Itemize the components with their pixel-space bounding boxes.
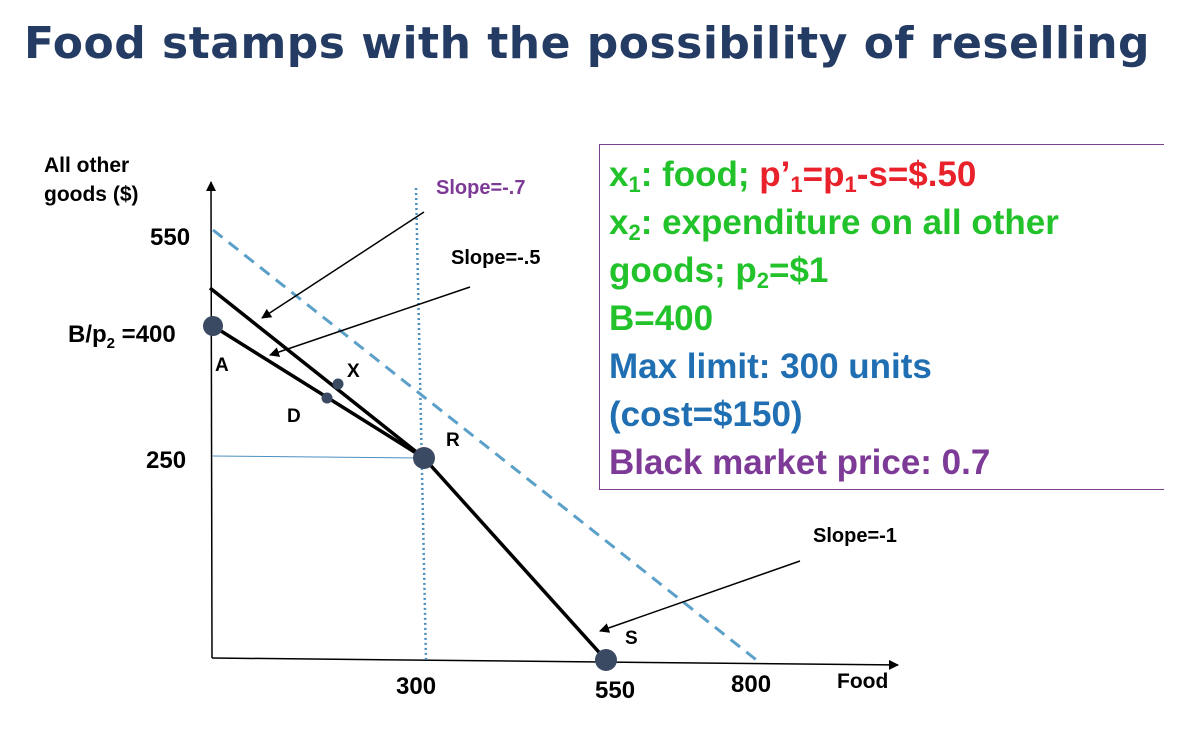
point-label-d: D xyxy=(287,406,301,427)
y-axis-label-line2: goods ($) xyxy=(44,183,139,206)
x-tick-800: 800 xyxy=(731,671,771,698)
y-axis-label-line1: All other xyxy=(44,154,129,177)
point-label-a: A xyxy=(215,355,229,376)
y-tick-250: 250 xyxy=(146,447,186,474)
page-title: Food stamps with the possibility of rese… xyxy=(24,18,1151,69)
arrow-slope-1 xyxy=(599,560,801,633)
black-market-budget-line xyxy=(212,228,760,664)
point-x xyxy=(332,378,344,390)
y-axis xyxy=(206,181,217,659)
point-d xyxy=(321,392,333,404)
annotation-slope-1: Slope=-1 xyxy=(813,525,897,547)
info-line-black-market: Black market price: 0.7 xyxy=(609,443,991,482)
info-line-expenditure: x2: expenditure on all other xyxy=(609,203,1059,245)
info-line-cost: (cost=$150) xyxy=(609,395,803,434)
point-label-r: R xyxy=(446,430,460,451)
point-label-x: X xyxy=(347,361,360,382)
x-axis xyxy=(211,657,899,670)
point-label-s: S xyxy=(625,628,638,649)
y-tick-400: B/p2 =400 xyxy=(68,321,176,352)
y-tick-550: 550 xyxy=(150,224,190,251)
arrow-slope-05 xyxy=(269,286,471,357)
info-line-budget: B=400 xyxy=(609,299,714,338)
budget-line-slope-1 xyxy=(422,456,608,662)
max-limit-line xyxy=(414,187,428,661)
annotation-slope-07: Slope=-.7 xyxy=(436,177,525,199)
budget-line-upper xyxy=(208,286,426,460)
annotation-slope-05: Slope=-.5 xyxy=(451,247,540,269)
arrow-slope-07 xyxy=(261,211,425,319)
info-line-food: x1: food; p’1=p1-s=$.50 xyxy=(609,155,977,197)
x-tick-300: 300 xyxy=(396,673,436,700)
point-s xyxy=(595,649,617,671)
x-tick-550: 550 xyxy=(595,677,635,704)
point-a xyxy=(203,316,223,336)
point-r xyxy=(413,447,435,469)
info-box: x1: food; p’1=p1-s=$.50 x2: expenditure … xyxy=(599,144,1164,490)
budget-line-slope-05 xyxy=(212,324,425,460)
guide-250 xyxy=(211,455,425,459)
info-line-goods-price: goods; p2=$1 xyxy=(609,251,829,293)
info-line-max-limit: Max limit: 300 units xyxy=(609,347,932,386)
x-axis-label: Food xyxy=(837,670,888,693)
